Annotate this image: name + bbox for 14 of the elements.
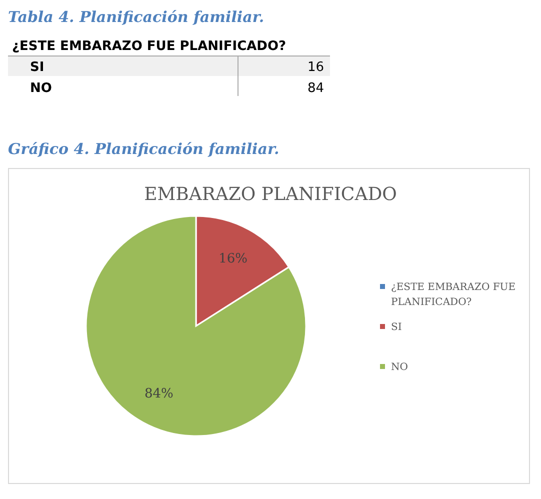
- pie-slice: [85, 215, 307, 437]
- data-label: 84%: [144, 386, 174, 402]
- legend-label: ¿ESTE EMBARAZO FUE PLANIFICADO?: [391, 282, 516, 308]
- text: Gráfico 4. Planificación familiar.: [8, 140, 280, 158]
- text: NO: [30, 81, 52, 96]
- text: Tabla 4. Planificación familiar.: [8, 8, 264, 26]
- text: SI: [30, 60, 44, 75]
- text: 84: [307, 81, 324, 96]
- text: ¿ESTE EMBARAZO FUE PLANIFICADO?: [12, 39, 286, 54]
- legend-label: SI: [391, 322, 402, 333]
- text: 16: [307, 60, 324, 75]
- legend-label: NO: [391, 362, 408, 373]
- data-label: 16%: [218, 252, 248, 267]
- chart-title: EMBARAZO PLANIFICADO: [144, 184, 397, 205]
